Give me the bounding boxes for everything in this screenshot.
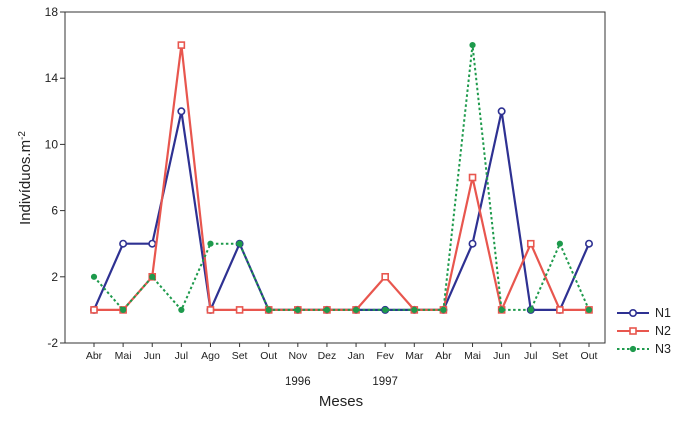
- y-tick-label: -2: [47, 336, 58, 350]
- data-point-n3: [411, 306, 418, 313]
- legend-marker-n2: [629, 327, 637, 335]
- data-point-n2: [206, 306, 215, 314]
- x-tick-label: Jun: [144, 350, 161, 362]
- x-tick-label: Ago: [201, 350, 220, 362]
- x-tick-label: Set: [232, 350, 248, 362]
- data-point-n3: [178, 306, 185, 313]
- data-point-n3: [207, 240, 214, 247]
- data-point-n1: [177, 107, 186, 116]
- data-point-n3: [469, 42, 476, 49]
- legend-label-n1: N1: [655, 306, 671, 320]
- x-tick-label: Jun: [493, 350, 510, 362]
- legend-marker-n1: [628, 308, 637, 317]
- data-point-n3: [120, 306, 127, 313]
- data-point-n3: [294, 306, 301, 313]
- data-point-n3: [236, 240, 243, 247]
- data-point-n1: [468, 239, 477, 248]
- x-axis-label: Meses: [319, 393, 363, 410]
- x-tick-label: Out: [581, 350, 598, 362]
- series-n3: [90, 42, 593, 313]
- data-point-n3: [498, 306, 505, 313]
- series-line-n3: [93, 44, 590, 311]
- data-point-n3: [149, 273, 156, 280]
- data-point-n1: [148, 239, 157, 248]
- data-point-n2: [177, 41, 186, 49]
- data-point-n1: [584, 239, 593, 248]
- data-point-n1: [119, 239, 128, 248]
- legend-label-n2: N2: [655, 324, 671, 338]
- y-axis-label: Indivíduos.m-2: [17, 131, 35, 225]
- year-label: 1996: [285, 376, 311, 388]
- legend-item-n3: N3: [617, 342, 671, 356]
- x-tick-label: Jan: [348, 350, 365, 362]
- x-tick-label: Fev: [376, 350, 394, 362]
- year-label: 1997: [372, 376, 398, 388]
- data-point-n2: [90, 306, 98, 314]
- y-axis-label-base: Indivíduos.m: [17, 140, 34, 225]
- data-point-n3: [90, 273, 98, 280]
- data-point-n3: [265, 306, 272, 313]
- x-tick-label: Jul: [175, 350, 188, 362]
- series-n1: [90, 107, 593, 314]
- data-point-n3: [527, 306, 534, 313]
- data-point-n3: [556, 240, 563, 247]
- data-point-n2: [381, 272, 389, 281]
- y-axis-label-exponent: -2: [17, 131, 28, 140]
- y-tick-label: 18: [45, 5, 59, 19]
- data-point-n3: [352, 306, 360, 313]
- series-line-n2: [94, 43, 589, 311]
- x-tick-label: Nov: [288, 350, 307, 362]
- y-tick-label: 2: [51, 270, 58, 284]
- x-tick-label: Jul: [524, 350, 537, 362]
- legend-item-n2: N2: [617, 324, 671, 338]
- legend-marker-n3: [629, 345, 637, 353]
- data-point-n2: [556, 306, 564, 314]
- plot-frame: [64, 11, 606, 344]
- x-tick-label: Mai: [464, 350, 481, 362]
- y-tick-label: 6: [51, 204, 58, 218]
- data-point-n2: [526, 239, 535, 248]
- x-tick-label: Out: [260, 350, 277, 362]
- data-point-n3: [440, 306, 447, 313]
- legend-item-n1: N1: [617, 306, 671, 320]
- x-tick-label: Mar: [405, 350, 424, 362]
- x-tick-label: Dez: [318, 350, 337, 362]
- axes: -2 2 6 10 14 18 Abr Mai Jun Jul Ago Set Out Nov Dez Jan…: [45, 5, 606, 388]
- data-point-n1: [497, 107, 506, 116]
- series-group: [90, 41, 593, 314]
- data-point-n3: [585, 306, 593, 313]
- legend-label-n3: N3: [655, 342, 671, 356]
- data-point-n3: [323, 306, 331, 313]
- data-point-n3: [382, 306, 389, 313]
- y-tick-label: 10: [45, 137, 59, 151]
- x-tick-label: Abr: [86, 350, 103, 362]
- x-tick-label: Abr: [435, 350, 452, 362]
- data-point-n2: [468, 173, 477, 182]
- x-tick-label: Set: [552, 350, 568, 362]
- x-tick-label: Mai: [115, 350, 132, 362]
- data-point-n2: [235, 306, 244, 314]
- y-tick-label: 14: [45, 71, 59, 85]
- legend: N1 N2 N3: [617, 306, 671, 356]
